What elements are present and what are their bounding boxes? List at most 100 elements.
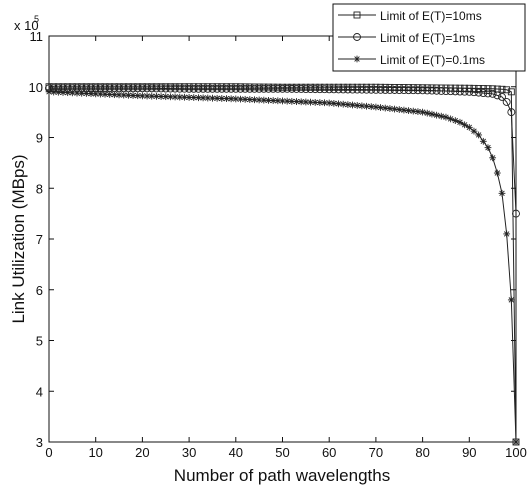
data-point-star: [512, 438, 520, 446]
data-point-circle: [367, 85, 376, 94]
data-point-star: [419, 108, 426, 116]
y-exponent-power: 5: [34, 14, 39, 24]
data-point-circle: [255, 84, 264, 93]
data-point-star: [428, 110, 436, 118]
data-point-circle: [357, 85, 366, 94]
y-tick-label: 8: [36, 181, 43, 196]
data-point-circle: [371, 85, 380, 94]
data-point-star: [400, 106, 408, 114]
data-point-star: [493, 169, 501, 177]
y-tick-label: 10: [29, 80, 43, 95]
data-point-star: [54, 88, 62, 96]
legend-entry-10ms: Limit of E(T)=10ms: [338, 9, 482, 23]
data-point-star: [479, 137, 487, 145]
data-point-circle: [287, 84, 296, 93]
data-point-star: [391, 105, 398, 113]
data-point-circle: [259, 84, 268, 93]
data-point-circle: [409, 86, 418, 95]
data-point-square: [503, 86, 511, 94]
data-point-circle: [488, 89, 497, 98]
data-point-circle: [143, 84, 152, 93]
series-line: [49, 86, 517, 443]
data-point-star: [78, 89, 86, 97]
data-point-star: [167, 93, 174, 101]
data-point-circle: [199, 84, 208, 93]
legend-label-1ms: Limit of E(T)=1ms: [380, 31, 475, 45]
data-point-circle: [423, 86, 432, 95]
data-point-star: [349, 101, 356, 109]
data-point-star: [237, 95, 244, 103]
data-point-circle: [152, 84, 161, 93]
data-point-circle: [451, 87, 460, 96]
data-point-circle: [213, 84, 222, 93]
data-point-star: [503, 230, 511, 238]
data-point-circle: [413, 86, 422, 95]
data-point-circle: [343, 85, 352, 94]
data-point-circle: [474, 88, 483, 97]
data-point-circle: [353, 85, 362, 94]
data-point-star: [498, 189, 506, 197]
x-tick-label: 30: [182, 445, 196, 460]
data-point-star: [199, 94, 207, 102]
data-point-circle: [273, 84, 282, 93]
data-point-circle: [348, 85, 357, 94]
data-point-star: [372, 103, 380, 111]
data-point-circle: [245, 84, 254, 93]
series-line: [49, 87, 517, 214]
data-point-circle: [147, 84, 156, 93]
data-point-star: [456, 118, 464, 126]
data-point-star: [507, 296, 515, 304]
series-square: [45, 83, 520, 446]
data-point-circle: [208, 84, 217, 93]
data-point-star: [409, 107, 417, 115]
data-point-star: [423, 109, 431, 117]
data-point-square: [353, 11, 361, 19]
data-point-circle: [362, 85, 371, 94]
data-point-circle: [175, 84, 184, 93]
x-axis-label: Number of path wavelengths: [174, 466, 390, 485]
legend: Limit of E(T)=10ms Limit of E(T)=1ms Lim…: [332, 3, 526, 72]
y-tick-label: 9: [36, 131, 43, 146]
data-point-circle: [241, 84, 250, 93]
data-point-star: [195, 94, 202, 102]
data-point-circle: [264, 84, 273, 93]
data-point-circle: [180, 84, 189, 93]
data-point-circle: [315, 85, 324, 94]
data-point-circle: [185, 84, 194, 93]
data-point-circle: [418, 86, 427, 95]
data-point-star: [461, 121, 469, 129]
data-point-circle: [250, 84, 259, 93]
data-point-circle: [297, 85, 306, 93]
data-point-star: [470, 127, 478, 135]
data-point-circle: [353, 33, 361, 41]
data-point-circle: [157, 84, 166, 93]
legend-label-0-1ms: Limit of E(T)=0.1ms: [380, 53, 485, 67]
data-point-star: [255, 96, 263, 104]
data-point-circle: [460, 87, 469, 96]
x-tick-label: 40: [229, 445, 243, 460]
data-point-circle: [161, 84, 170, 93]
data-point-square: [475, 85, 483, 92]
data-point-star: [218, 95, 226, 102]
data-point-star: [92, 90, 100, 98]
data-point-circle: [222, 84, 231, 93]
data-point-star: [204, 94, 212, 102]
data-point-circle: [231, 84, 240, 93]
data-point-circle: [427, 86, 436, 95]
axis-ticks: 0 10 20 30 40 50 60 70 80 90 100 3 4 5 6 7 8 9 10 11: [29, 29, 527, 460]
data-point-circle: [470, 88, 478, 97]
data-point-star: [405, 107, 412, 115]
data-point-circle: [236, 84, 245, 93]
data-point-star: [437, 112, 445, 120]
data-point-circle: [129, 84, 138, 93]
y-tick-label: 5: [36, 334, 43, 349]
data-point-circle: [465, 87, 474, 96]
data-point-circle: [138, 84, 147, 93]
data-point-star: [465, 123, 473, 131]
data-point-circle: [507, 108, 516, 117]
data-point-circle: [399, 86, 408, 95]
data-point-square: [507, 88, 515, 96]
data-point-star: [283, 97, 291, 105]
x-tick-label: 70: [369, 445, 383, 460]
y-tick-label: 3: [36, 435, 43, 450]
